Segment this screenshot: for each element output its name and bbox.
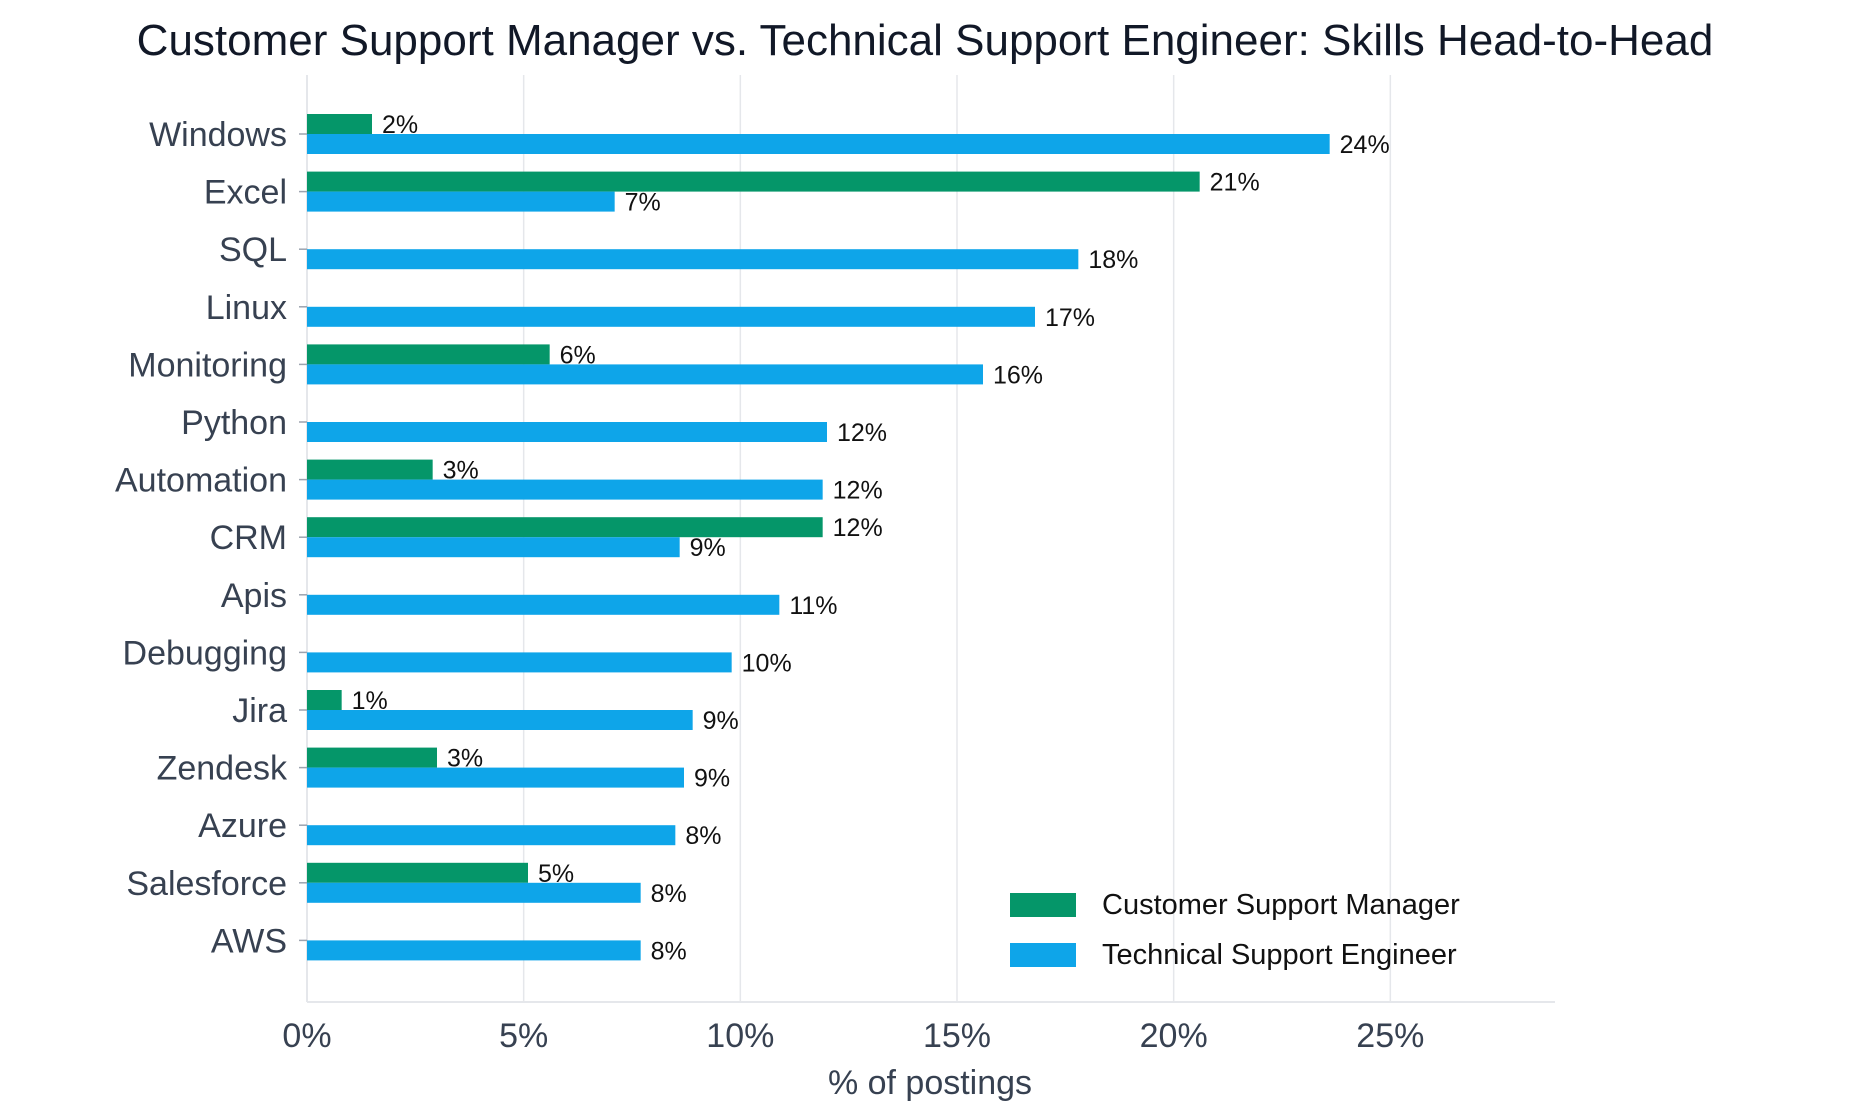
category-label-windows: Windows xyxy=(149,116,287,154)
category-label-monitoring: Monitoring xyxy=(128,346,287,384)
bar-customer-support-manager-zendesk xyxy=(307,747,437,768)
bar-technical-support-engineer-linux xyxy=(307,306,1035,327)
bar-customer-support-manager-monitoring xyxy=(307,344,550,365)
chart-title: Customer Support Manager vs. Technical S… xyxy=(137,16,1714,65)
bar-technical-support-engineer-salesforce xyxy=(307,882,641,903)
bar-technical-support-engineer-aws xyxy=(307,940,641,961)
data-label-customer-support-manager-excel: 21% xyxy=(1210,169,1260,197)
category-label-azure: Azure xyxy=(198,807,287,845)
category-label-python: Python xyxy=(181,404,287,442)
bar-customer-support-manager-excel xyxy=(307,171,1200,192)
legend-label-technical-support-engineer: Technical Support Engineer xyxy=(1102,939,1457,971)
category-label-crm: CRM xyxy=(210,519,287,557)
axis-layer: 0% 5% 10% 15% 20% 25% Windows Excel SQL Linux Moni… xyxy=(115,75,1555,1055)
data-label-technical-support-engineer-jira: 9% xyxy=(703,707,739,735)
labels-layer: 2% 24% 21% 7% 18% 17% 6% 16% 12% 3% 12% 12% 9% 11% 10%… xyxy=(352,111,1390,965)
grid-layer xyxy=(522,75,1392,1002)
x-axis-title: % of postings xyxy=(828,1064,1032,1102)
category-label-zendesk: Zendesk xyxy=(157,750,288,788)
bar-technical-support-engineer-monitoring xyxy=(307,364,983,385)
category-label-excel: Excel xyxy=(204,174,287,212)
data-label-technical-support-engineer-aws: 8% xyxy=(651,937,687,965)
bar-technical-support-engineer-zendesk xyxy=(307,767,684,788)
data-label-technical-support-engineer-sql: 18% xyxy=(1088,246,1138,274)
x-tick-label: 10% xyxy=(706,1017,774,1055)
category-label-salesforce: Salesforce xyxy=(126,865,287,903)
bar-technical-support-engineer-jira xyxy=(307,710,693,730)
data-label-technical-support-engineer-azure: 8% xyxy=(685,822,721,850)
data-label-technical-support-engineer-automation: 12% xyxy=(833,477,883,505)
legend: Customer Support Manager Technical Suppor… xyxy=(1010,889,1460,971)
data-label-customer-support-manager-monitoring: 6% xyxy=(560,341,596,369)
category-label-automation: Automation xyxy=(115,462,287,500)
bar-technical-support-engineer-sql xyxy=(307,249,1079,270)
bar-customer-support-manager-jira xyxy=(307,690,342,710)
bar-customer-support-manager-automation xyxy=(307,459,433,480)
bar-technical-support-engineer-azure xyxy=(307,825,676,846)
data-label-technical-support-engineer-linux: 17% xyxy=(1045,304,1095,332)
bar-customer-support-manager-crm xyxy=(307,517,823,538)
data-label-customer-support-manager-automation: 3% xyxy=(443,457,479,485)
bar-technical-support-engineer-debugging xyxy=(307,652,732,673)
bar-technical-support-engineer-automation xyxy=(307,479,823,500)
bar-customer-support-manager-windows xyxy=(307,114,372,134)
data-label-technical-support-engineer-zendesk: 9% xyxy=(694,765,730,793)
x-tick-label: 5% xyxy=(499,1017,548,1055)
category-label-sql: SQL xyxy=(219,231,287,269)
data-label-customer-support-manager-salesforce: 5% xyxy=(538,860,574,888)
legend-label-customer-support-manager: Customer Support Manager xyxy=(1102,889,1460,921)
x-tick-label: 25% xyxy=(1356,1017,1424,1055)
category-label-jira: Jira xyxy=(232,692,287,730)
category-label-apis: Apis xyxy=(221,577,287,615)
bar-technical-support-engineer-crm xyxy=(307,537,680,558)
bar-technical-support-engineer-excel xyxy=(307,191,615,212)
legend-swatch-technical-support-engineer xyxy=(1010,943,1076,967)
category-label-linux: Linux xyxy=(206,289,287,327)
bars-layer xyxy=(307,114,1330,961)
bar-technical-support-engineer-apis xyxy=(307,594,780,615)
x-tick-label: 0% xyxy=(282,1017,331,1055)
data-label-customer-support-manager-jira: 1% xyxy=(352,687,388,715)
data-label-technical-support-engineer-apis: 11% xyxy=(789,592,837,620)
data-label-customer-support-manager-windows: 2% xyxy=(382,111,418,139)
data-label-technical-support-engineer-debugging: 10% xyxy=(742,649,792,677)
data-label-customer-support-manager-crm: 12% xyxy=(833,514,883,542)
data-label-technical-support-engineer-crm: 9% xyxy=(690,534,726,562)
category-label-aws: AWS xyxy=(211,922,287,960)
x-tick-label: 15% xyxy=(923,1017,991,1055)
data-label-technical-support-engineer-python: 12% xyxy=(837,419,887,447)
data-label-technical-support-engineer-salesforce: 8% xyxy=(651,880,687,908)
x-tick-label: 20% xyxy=(1140,1017,1208,1055)
bar-customer-support-manager-salesforce xyxy=(307,862,528,883)
category-label-debugging: Debugging xyxy=(123,634,287,672)
bar-technical-support-engineer-python xyxy=(307,422,827,442)
legend-swatch-customer-support-manager xyxy=(1010,893,1076,917)
data-label-technical-support-engineer-excel: 7% xyxy=(625,189,661,217)
data-label-technical-support-engineer-monitoring: 16% xyxy=(993,361,1043,389)
data-label-technical-support-engineer-windows: 24% xyxy=(1340,131,1390,159)
data-label-customer-support-manager-zendesk: 3% xyxy=(447,745,483,773)
bar-technical-support-engineer-windows xyxy=(307,134,1330,154)
